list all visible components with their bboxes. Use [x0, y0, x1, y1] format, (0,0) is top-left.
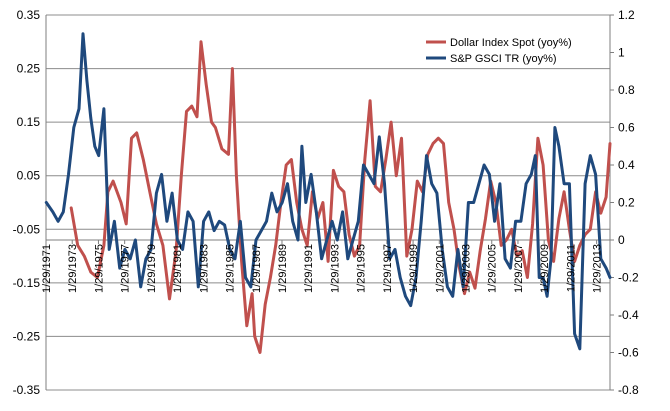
y-left-tick-label: 0.05	[17, 169, 41, 183]
x-tick-label: 1/29/2003	[461, 244, 473, 293]
x-tick-label: 1/29/2013	[592, 244, 604, 293]
x-tick-label: 1/29/1987	[251, 244, 263, 293]
x-tick-label: 1/29/1971	[41, 244, 53, 293]
y-left-tick-label: -0.15	[13, 276, 41, 290]
x-tick-label: 1/29/2001	[434, 244, 446, 293]
y-left-tick-label: -0.35	[13, 383, 41, 397]
x-tick-label: 1/29/2009	[539, 244, 551, 293]
x-tick-label: 1/29/1999	[408, 244, 420, 293]
x-tick-label: 1/29/1973	[67, 244, 79, 293]
x-tick-label: 1/29/1983	[198, 244, 210, 293]
y-right-tick-label: 0.6	[618, 121, 635, 135]
x-tick-label: 1/29/2007	[513, 244, 525, 293]
y-right-tick-label: 1.2	[618, 8, 635, 22]
x-tick-label: 1/29/1997	[382, 244, 394, 293]
series-lines	[44, 32, 612, 354]
y-right-tick-label: 1	[618, 46, 625, 60]
gridlines	[46, 14, 610, 391]
x-tick-label: 1/29/1979	[146, 244, 158, 293]
legend-label-dollar-index: Dollar Index Spot (yoy%)	[450, 37, 572, 49]
x-tick-label: 1/29/1995	[356, 244, 368, 293]
x-tick-label: 1/29/2011	[565, 244, 577, 292]
y-right-tick-label: 0	[618, 233, 625, 247]
axes: 0.35 0.25 0.15 0.05 -0.05 -0.15 -0.25 -0.35 1.2 1…	[13, 8, 639, 397]
x-tick-label: 1/29/1985	[225, 244, 237, 293]
x-tick-label: 1/29/1993	[329, 244, 341, 293]
x-tick-label: 1/29/1977	[120, 244, 132, 293]
x-tick-label: 1/29/1989	[277, 244, 289, 293]
x-tick-label: 1/29/2005	[487, 244, 499, 293]
y-left-tick-label: -0.05	[13, 222, 41, 236]
series-line-dollar-index	[69, 40, 612, 354]
y-left-tick-label: 0.15	[17, 115, 41, 129]
y-right-tick-label: 0.4	[618, 158, 635, 172]
y-left-tick-label: -0.25	[13, 329, 41, 343]
y-left-tick-label: 0.25	[17, 62, 41, 76]
x-tick-label: 1/29/1981	[172, 244, 184, 293]
y-right-tick-label: -0.4	[618, 308, 639, 322]
series-line-sp-gsci	[44, 32, 612, 351]
x-tick-label: 1/29/1975	[93, 244, 105, 293]
y-left-tick-label: 0.35	[17, 8, 41, 22]
y-right-tick-label: 0.2	[618, 196, 635, 210]
y-right-tick-label: 0.8	[618, 83, 635, 97]
legend-label-sp-gsci: S&P GSCI TR (yoy%)	[450, 53, 557, 65]
y-right-tick-label: -0.2	[618, 271, 639, 285]
y-right-tick-label: -0.8	[618, 383, 639, 397]
y-right-tick-label: -0.6	[618, 346, 639, 360]
legend: Dollar Index Spot (yoy%) S&P GSCI TR (yo…	[426, 37, 572, 65]
x-tick-label: 1/29/1991	[303, 244, 315, 293]
x-axis-tick-labels: 1/29/1971 1/29/1973 1/29/1975 1/29/1977 1/29…	[41, 244, 604, 293]
